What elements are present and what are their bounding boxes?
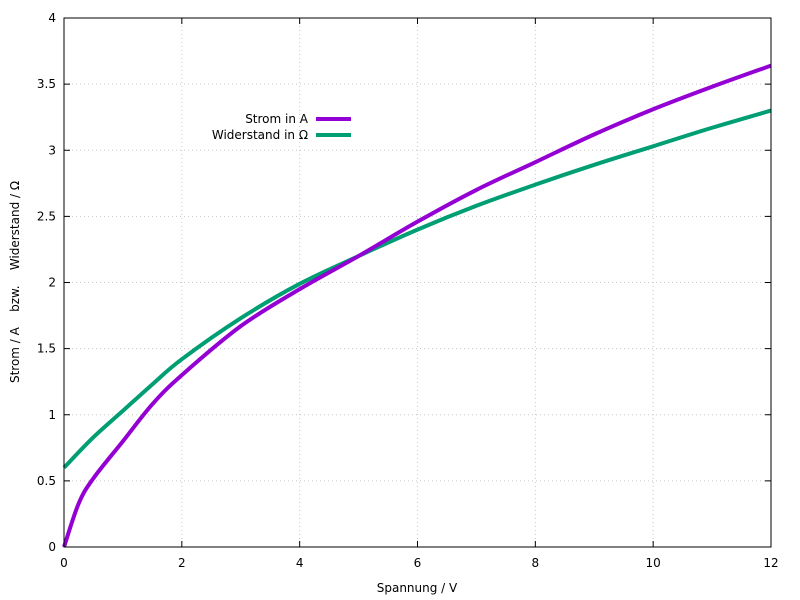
series-line-strom: [62, 63, 772, 548]
x-tick-label: 6: [414, 556, 422, 570]
y-tick-label: 3: [48, 143, 56, 157]
y-axis-label: Strom / A bzw. Widerstand / Ω: [8, 181, 22, 383]
y-tick-label: 4: [48, 11, 56, 25]
y-tick-label: 0: [48, 540, 56, 554]
series-layer: [62, 63, 772, 548]
legend-label: Strom in A: [245, 112, 309, 126]
legend: Strom in A Widerstand in Ω: [212, 112, 351, 142]
y-tick-label: 1.5: [37, 342, 56, 356]
x-tick-label: 0: [60, 556, 68, 570]
y-tick-label: 3.5: [37, 77, 56, 91]
y-tick-label: 0.5: [37, 474, 56, 488]
ticks: [63, 17, 772, 548]
x-axis-label: Spannung / V: [377, 581, 458, 595]
x-tick-labels: 0 2 4 6 8 10 12: [60, 556, 778, 570]
x-tick-label: 8: [532, 556, 540, 570]
y-tick-label: 1: [48, 408, 56, 422]
grid: [64, 18, 771, 547]
x-tick-label: 12: [763, 556, 778, 570]
x-tick-label: 10: [646, 556, 661, 570]
x-tick-label: 2: [178, 556, 186, 570]
x-tick-label: 4: [296, 556, 304, 570]
legend-label: Widerstand in Ω: [212, 128, 308, 142]
y-tick-labels: 0 0.5 1 1.5 2 2.5 3 3.5 4: [37, 11, 56, 554]
y-tick-label: 2: [48, 276, 56, 290]
y-tick-label: 2.5: [37, 209, 56, 223]
